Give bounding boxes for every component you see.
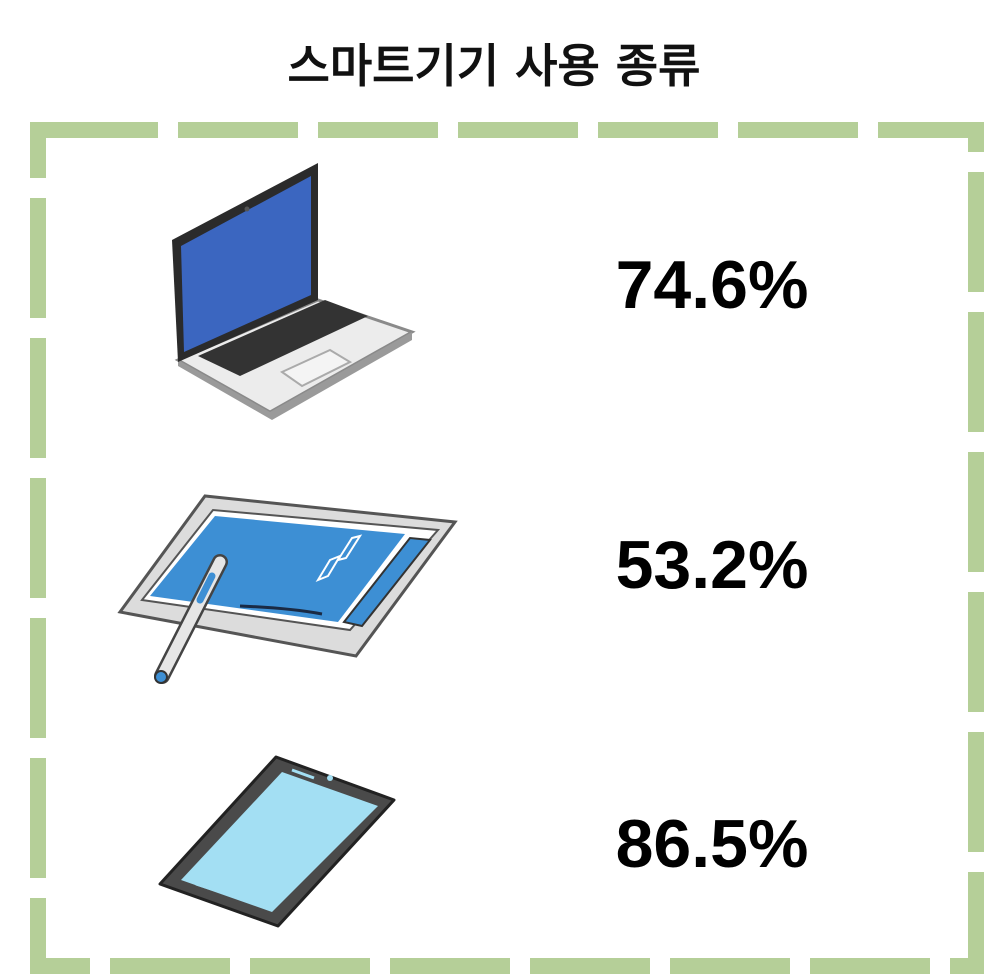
percent-label: 53.2% (616, 527, 809, 603)
phone-icon (160, 757, 394, 926)
tablet-icon (120, 496, 455, 683)
infographic: 스마트기기 사용 종류 74.6% 53.2% 86.5% (0, 0, 988, 979)
laptop-icon (172, 163, 412, 420)
percent-label: 86.5% (616, 806, 809, 882)
title: 스마트기기 사용 종류 (288, 39, 701, 93)
percent-label: 74.6% (616, 247, 809, 323)
page: 스마트기기 사용 종류 74.6% 53.2% 86.5% (() => { c… (0, 0, 988, 979)
